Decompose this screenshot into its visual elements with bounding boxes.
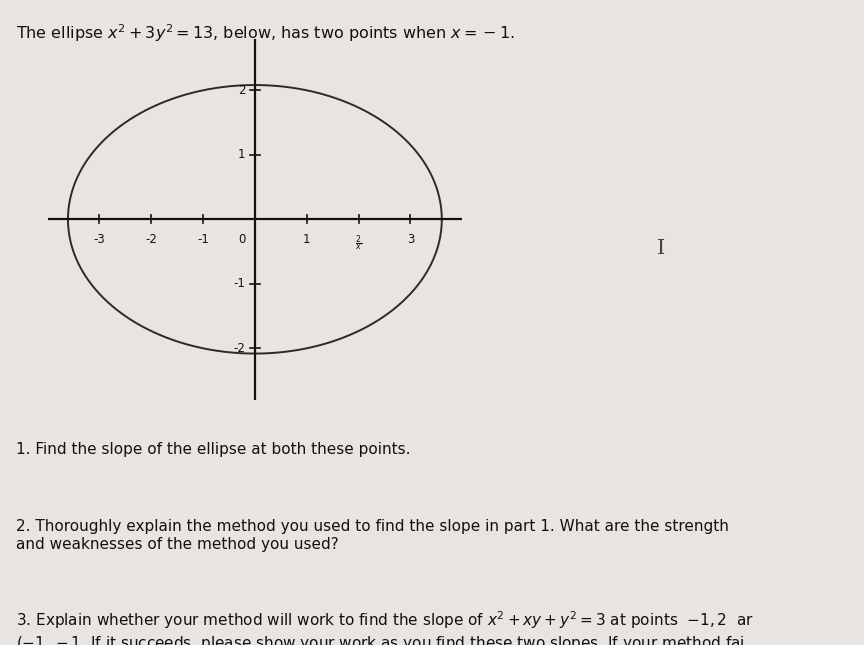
- Text: -1: -1: [197, 233, 209, 246]
- Text: 1: 1: [303, 233, 310, 246]
- Text: I: I: [657, 239, 665, 258]
- Text: $\frac{2}{x}$: $\frac{2}{x}$: [355, 233, 362, 253]
- Text: -1: -1: [233, 277, 245, 290]
- Text: 2: 2: [238, 84, 245, 97]
- Text: 3. Explain whether your method will work to find the slope of $x^2 +xy+y^2 = 3$ : 3. Explain whether your method will work…: [16, 610, 753, 645]
- Text: 2. Thoroughly explain the method you used to find the slope in part 1. What are : 2. Thoroughly explain the method you use…: [16, 519, 728, 551]
- Text: -2: -2: [233, 342, 245, 355]
- Text: -2: -2: [145, 233, 157, 246]
- Text: 3: 3: [407, 233, 414, 246]
- Text: 1. Find the slope of the ellipse at both these points.: 1. Find the slope of the ellipse at both…: [16, 442, 410, 457]
- Text: 1: 1: [238, 148, 245, 161]
- Text: The ellipse $x^2 + 3y^2 = 13$, below, has two points when $x = -1$.: The ellipse $x^2 + 3y^2 = 13$, below, ha…: [16, 23, 514, 45]
- Text: -3: -3: [93, 233, 105, 246]
- Text: 0: 0: [238, 233, 245, 246]
